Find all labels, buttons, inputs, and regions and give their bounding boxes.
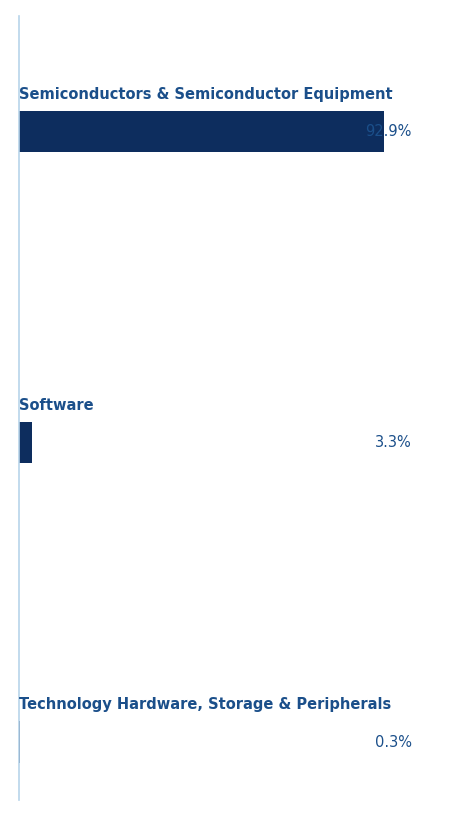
Text: 3.3%: 3.3% (375, 435, 412, 450)
Text: 0.3%: 0.3% (375, 734, 412, 750)
Bar (19, 111, 384, 153)
Bar (19, 422, 32, 463)
Text: Software: Software (19, 397, 93, 413)
Text: 92.9%: 92.9% (366, 124, 412, 139)
Text: Semiconductors & Semiconductor Equipment: Semiconductors & Semiconductor Equipment (19, 86, 392, 101)
Text: Technology Hardware, Storage & Peripherals: Technology Hardware, Storage & Periphera… (19, 697, 391, 712)
Bar (19, 721, 20, 763)
